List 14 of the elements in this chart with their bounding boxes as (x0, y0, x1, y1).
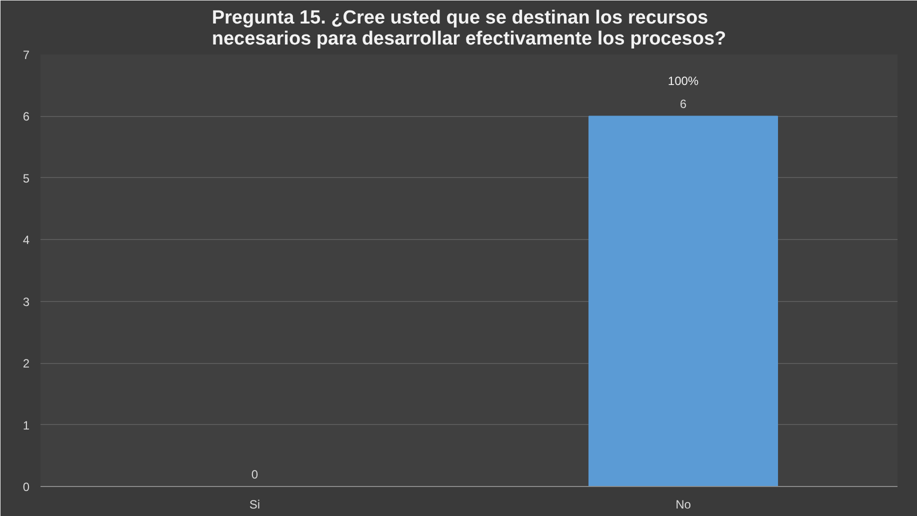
y-tick-label: 5 (22, 171, 30, 186)
data-label: 0 (251, 468, 258, 482)
x-tick-label: Si (249, 498, 260, 512)
y-tick-label: 1 (22, 418, 30, 432)
y-tick-label: 4 (22, 233, 30, 248)
data-label: 6 (680, 97, 687, 112)
y-tick-label: 7 (22, 48, 30, 62)
chart-title: Pregunta 15. ¿Cree usted que se destinan los recursos necesarios para desarrollar efectivamente los procesos? (212, 8, 726, 50)
y-tick-label: 6 (22, 110, 30, 124)
y-tick-label: 0 (22, 480, 30, 494)
y-tick-label: 2 (22, 356, 30, 371)
x-tick-label: No (676, 498, 692, 512)
y-tick-label: 3 (22, 294, 30, 309)
annotation: 100% (668, 74, 699, 88)
